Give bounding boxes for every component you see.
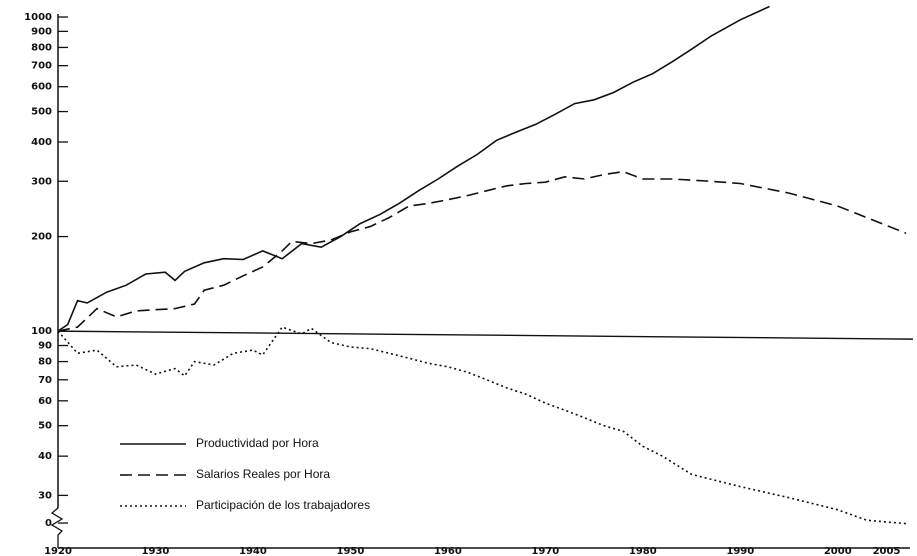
x-tick-label: 2005 [873, 546, 901, 556]
x-tick-label: 1950 [336, 546, 364, 556]
y-tick-label: 30 [38, 490, 52, 501]
y-tick-label: 900 [31, 26, 52, 37]
x-tick-label: 1970 [531, 546, 559, 556]
x-tick-label: 1940 [239, 546, 267, 556]
y-tick-label: 700 [31, 61, 52, 72]
y-tick-label: 300 [31, 176, 52, 187]
series-line [58, 5, 770, 332]
y-tick-label: 0 [45, 518, 52, 529]
y-tick-label: 400 [31, 137, 52, 148]
y-tick-label: 40 [38, 451, 52, 462]
y-tick-label: 50 [38, 421, 52, 432]
plot-area [58, 5, 907, 525]
x-tick-label: 1930 [142, 546, 170, 556]
y-tick-label: 100 [31, 326, 52, 337]
y-tick-label: 500 [31, 107, 52, 118]
series-line [58, 326, 907, 525]
axes [50, 14, 910, 549]
reference-line [57, 330, 914, 340]
x-tick-label: 1960 [434, 546, 462, 556]
x-tick-label: 1990 [726, 546, 754, 556]
y-tick-label: 800 [31, 42, 52, 53]
x-tick-label: 1920 [44, 546, 72, 556]
y-tick-label: 90 [38, 341, 52, 352]
y-tick-label: 70 [38, 375, 52, 386]
x-tick-label: 1980 [629, 546, 657, 556]
legend-label: Participación de los trabajadores [196, 498, 370, 512]
y-tick-label: 1000 [24, 12, 52, 23]
y-tick-label: 80 [38, 357, 52, 368]
series-line [58, 170, 907, 332]
y-tick-label: 200 [31, 232, 52, 243]
x-tick-label: 2000 [824, 546, 852, 556]
y-tick-label: 60 [38, 396, 52, 407]
y-tick-label: 600 [31, 82, 52, 93]
legend-label: Productividad por Hora [196, 436, 319, 450]
legend-label: Salarios Reales por Hora [196, 467, 330, 481]
axis-break [50, 507, 64, 548]
